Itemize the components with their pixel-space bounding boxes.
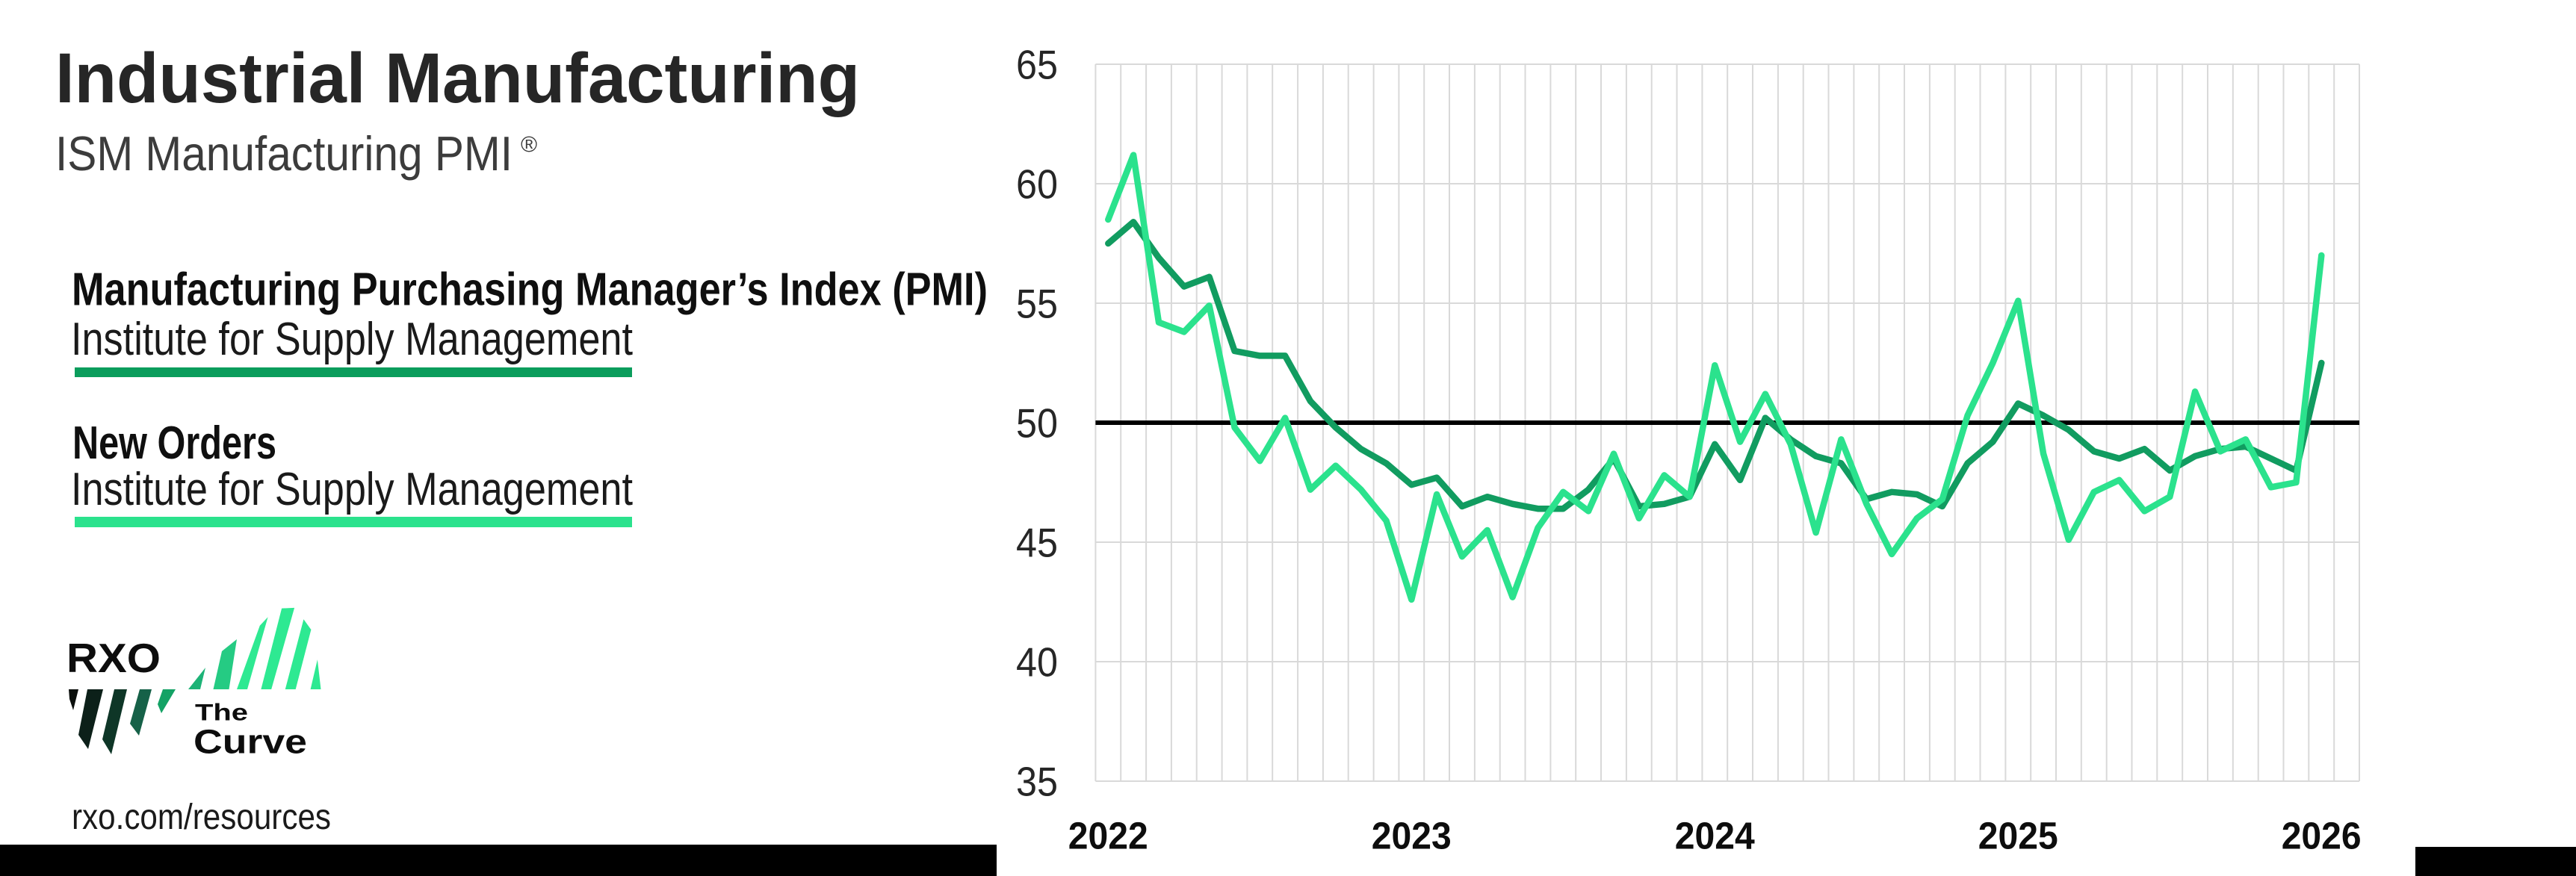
svg-text:2025: 2025 [1978, 815, 2058, 857]
svg-text:®: ® [521, 133, 537, 158]
svg-text:45: 45 [1016, 520, 1058, 566]
svg-text:60: 60 [1016, 161, 1058, 208]
svg-text:35: 35 [1016, 759, 1058, 805]
svg-text:RXO: RXO [66, 635, 161, 681]
svg-text:50: 50 [1016, 400, 1058, 447]
svg-text:Manufacturing Purchasing Manag: Manufacturing Purchasing Manager’s Index… [72, 264, 988, 316]
svg-text:65: 65 [1016, 42, 1058, 88]
svg-text:rxo.com/resources: rxo.com/resources [72, 798, 331, 837]
svg-text:Curve: Curve [193, 723, 307, 761]
svg-text:2023: 2023 [1372, 815, 1452, 857]
svg-text:Institute for Supply Managemen: Institute for Supply Management [71, 314, 633, 365]
svg-text:40: 40 [1016, 639, 1058, 686]
svg-text:55: 55 [1016, 281, 1058, 327]
svg-text:2022: 2022 [1068, 815, 1148, 857]
svg-text:Institute for Supply Managemen: Institute for Supply Management [71, 464, 633, 515]
svg-text:New Orders: New Orders [72, 417, 276, 469]
svg-text:2026: 2026 [2282, 815, 2362, 857]
svg-text:The: The [195, 699, 248, 726]
svg-text:2024: 2024 [1675, 815, 1756, 857]
svg-text:Industrial Manufacturing: Industrial Manufacturing [55, 39, 860, 118]
svg-text:ISM Manufacturing PMI: ISM Manufacturing PMI [55, 127, 513, 181]
